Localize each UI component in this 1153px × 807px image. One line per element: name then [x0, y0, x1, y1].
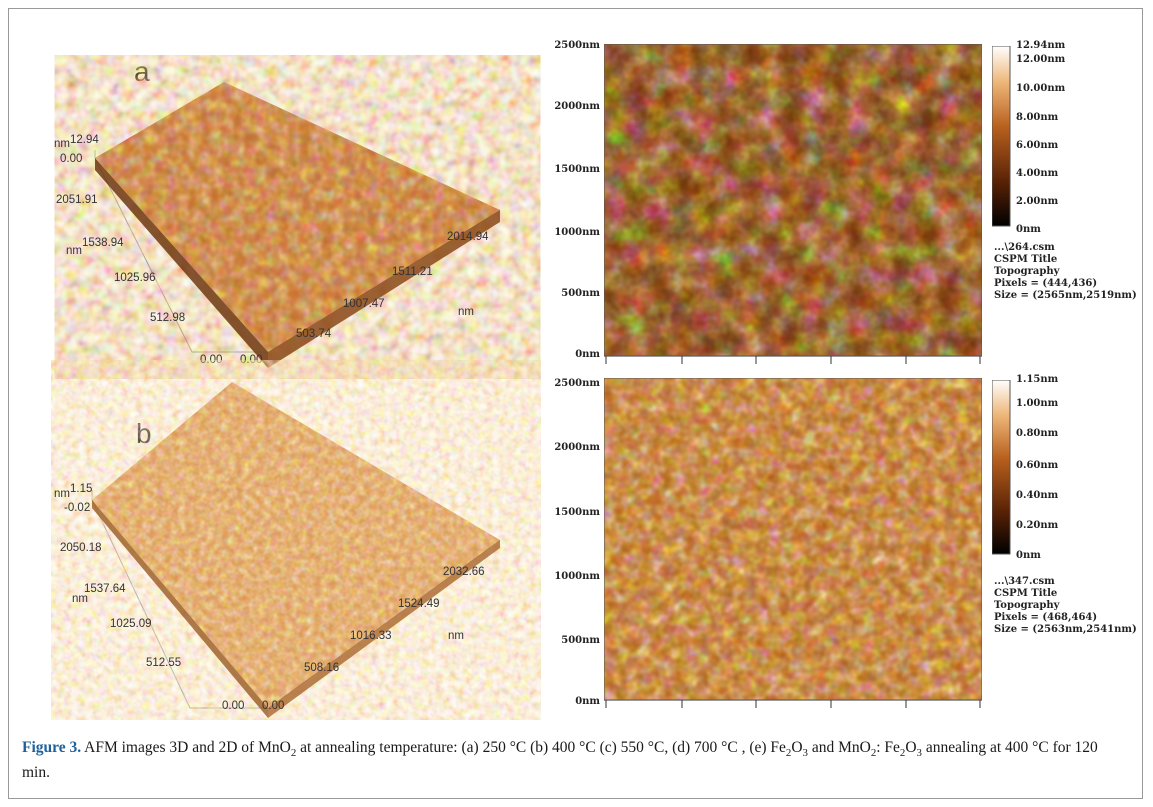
- info-line: ...\264.csm: [994, 242, 1055, 253]
- panel-a-colorbar-label: 4.00nm: [1016, 168, 1059, 179]
- panel-a-x-tick-5: 0.00: [240, 354, 263, 366]
- info-line: Size = (2563nm,2541nm): [994, 624, 1137, 635]
- panel-a-x-tick-4: 503.74: [296, 328, 332, 340]
- panel-a-2d-y-tick: 2000nm: [554, 101, 600, 112]
- panel-a-z-min: 0.00: [60, 153, 83, 165]
- panel-b-label: b: [136, 418, 152, 449]
- panel-a-z-unit: nm: [54, 138, 70, 150]
- panel-a-2d-y-tick: 500nm: [561, 288, 600, 299]
- panel-a-colorbar-label: 12.00nm: [1016, 54, 1066, 65]
- panel-b-2d-y-tick: 500nm: [561, 635, 600, 646]
- panel-b-colorbar: [992, 380, 1011, 555]
- panel-b-y-tick-2: 1537.64: [84, 583, 126, 595]
- panel-b-2d-y-tick: 0nm: [575, 696, 600, 707]
- panel-b-colorbar-label: 1.00nm: [1016, 398, 1059, 409]
- panel-b-x-tick-5: 0.00: [262, 700, 285, 712]
- figure-frame: [8, 8, 1143, 799]
- panel-b-colorbar-label: 0.40nm: [1016, 490, 1059, 501]
- panel-a-label: a: [134, 56, 150, 87]
- panel-a-z-max: 12.94: [70, 134, 99, 146]
- panel-a-x-ticks: [604, 356, 982, 364]
- panel-b-x-ticks: [604, 700, 982, 708]
- panel-a-colorbar-label: 10.00nm: [1016, 83, 1066, 94]
- panel-a-y-unit: nm: [66, 245, 82, 257]
- panel-b-x-tick-4: 508.16: [304, 662, 340, 674]
- panel-b-2d-y-tick: 1000nm: [554, 571, 600, 582]
- info-line: ...\347.csm: [994, 576, 1055, 587]
- panel-a-colorbar-label: 0nm: [1016, 224, 1041, 235]
- panel-b-2d-y-tick: 2500nm: [554, 378, 600, 389]
- panel-a-colorbar-label: 8.00nm: [1016, 112, 1059, 123]
- figure-caption: Figure 3. AFM images 3D and 2D of MnO2 a…: [22, 738, 1122, 783]
- panel-b-x-tick-1: 2032.66: [443, 566, 485, 578]
- info-line: Topography: [994, 600, 1060, 611]
- panel-b-colorbar-label: 0nm: [1016, 550, 1041, 561]
- panel-a-y-tick-2: 1538.94: [82, 237, 124, 249]
- panel-a-x-tick-2: 1511.21: [392, 266, 433, 278]
- panel-a-2d-y-tick: 1000nm: [554, 227, 600, 238]
- panel-b-z-unit: nm: [54, 488, 70, 500]
- panel-b-colorbar-label: 0.20nm: [1016, 520, 1059, 531]
- panel-b-z-max: 1.15: [70, 483, 93, 495]
- panel-a-y-tick-4: 512.98: [150, 312, 186, 324]
- panel-b-2d-y-tick: 1500nm: [554, 507, 600, 518]
- panel-b-info: ...\347.csm CSPM Title Topography Pixels…: [994, 576, 1137, 636]
- panel-a-2d-y-tick: 0nm: [575, 349, 600, 360]
- info-line: Pixels = (444,436): [994, 278, 1098, 289]
- panel-a-2d-y-tick: 1500nm: [554, 164, 600, 175]
- panel-b-2d-y-tick: 2000nm: [554, 442, 600, 453]
- panel-a-2d-y-tick: 2500nm: [554, 40, 600, 51]
- panel-b-x-tick-2: 1524.49: [398, 598, 440, 610]
- panel-a-x-tick-1: 2014.94: [447, 231, 489, 243]
- caption-label: Figure 3.: [22, 739, 82, 756]
- panel-b-y-tick-3: 1025.09: [110, 618, 152, 630]
- info-line: CSPM Title: [994, 588, 1058, 599]
- panel-b-y-tick-5: 0.00: [222, 700, 245, 712]
- info-line: CSPM Title: [994, 254, 1058, 265]
- panel-b-2d-image: [604, 378, 982, 700]
- panel-a-info: ...\264.csm CSPM Title Topography Pixels…: [994, 242, 1137, 302]
- info-line: Size = (2565nm,2519nm): [994, 290, 1137, 301]
- panel-a-x-unit: nm: [458, 306, 474, 318]
- info-line: Pixels = (468,464): [994, 612, 1098, 623]
- panel-b-y-tick-4: 512.55: [146, 657, 182, 669]
- panel-a-y-tick-5: 0.00: [200, 354, 223, 366]
- info-line: Topography: [994, 266, 1060, 277]
- panel-a-3d-surface: [94, 82, 501, 368]
- panel-a-x-tick-3: 1007.47: [343, 298, 385, 310]
- panel-b-colorbar-label: 1.15nm: [1016, 374, 1059, 385]
- panel-b-y-unit: nm: [72, 593, 88, 605]
- panel-a-colorbar-label: 2.00nm: [1016, 196, 1059, 207]
- panel-a-y-tick-3: 1025.96: [114, 272, 156, 284]
- panel-a-y-tick-1: 2051.91: [56, 194, 98, 206]
- panel-a-colorbar: [992, 46, 1011, 227]
- panel-a-colorbar-label: 6.00nm: [1016, 140, 1059, 151]
- panel-b-y-tick-1: 2050.18: [60, 542, 102, 554]
- panel-a-2d-image: [604, 44, 982, 356]
- panel-b-x-tick-3: 1016.33: [350, 630, 392, 642]
- panel-a-colorbar-label: 12.94nm: [1016, 40, 1066, 51]
- caption-text: AFM images 3D and 2D of MnO2 at annealin…: [22, 739, 1098, 782]
- panel-b-x-unit: nm: [448, 630, 464, 642]
- panel-b-3d-surface: [91, 382, 501, 718]
- panel-b-colorbar-label: 0.60nm: [1016, 460, 1059, 471]
- panel-b-z-min: -0.02: [64, 502, 91, 514]
- panel-b-colorbar-label: 0.80nm: [1016, 428, 1059, 439]
